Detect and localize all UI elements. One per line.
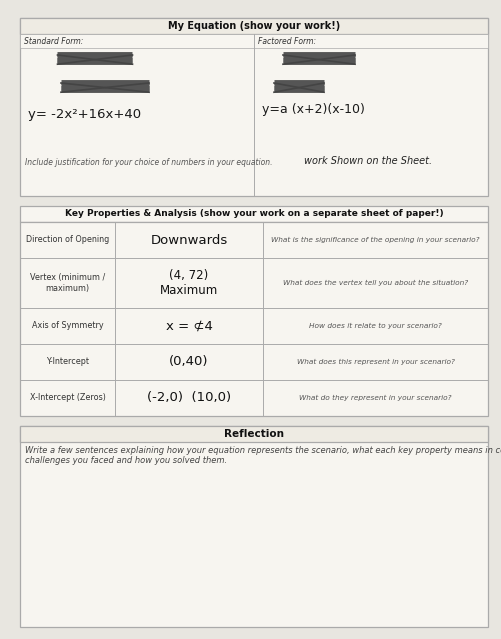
- Text: What does the vertex tell you about the situation?: What does the vertex tell you about the …: [283, 280, 467, 286]
- Text: x = ⊄4: x = ⊄4: [165, 320, 212, 332]
- Bar: [20, 426, 487, 442]
- Text: Direction of Opening: Direction of Opening: [26, 236, 109, 245]
- Text: Axis of Symmetry: Axis of Symmetry: [32, 321, 103, 330]
- Text: Downwards: Downwards: [150, 233, 227, 247]
- Bar: [20, 206, 487, 222]
- Text: Factored Form:: Factored Form:: [258, 36, 316, 45]
- Text: Vertex (minimum /
maximum): Vertex (minimum / maximum): [30, 273, 105, 293]
- Text: (-2,0)  (10,0): (-2,0) (10,0): [147, 392, 230, 404]
- Text: What is the significance of the opening in your scenario?: What is the significance of the opening …: [271, 237, 479, 243]
- Text: (4, 72)
Maximum: (4, 72) Maximum: [159, 269, 218, 297]
- Text: Reflection: Reflection: [223, 429, 284, 439]
- Text: y= -2x²+16x+40: y= -2x²+16x+40: [28, 108, 141, 121]
- Text: My Equation (show your work!): My Equation (show your work!): [167, 21, 340, 31]
- Bar: [20, 18, 487, 34]
- Text: How does it relate to your scenario?: How does it relate to your scenario?: [309, 323, 441, 329]
- Text: Key Properties & Analysis (show your work on a separate sheet of paper!): Key Properties & Analysis (show your wor…: [65, 210, 442, 219]
- Text: X-Intercept (Zeros): X-Intercept (Zeros): [30, 394, 105, 403]
- Text: (0,40): (0,40): [169, 355, 208, 369]
- Bar: [20, 426, 487, 627]
- Text: What do they represent in your scenario?: What do they represent in your scenario?: [299, 395, 451, 401]
- Text: Standard Form:: Standard Form:: [24, 36, 83, 45]
- Bar: [20, 222, 487, 416]
- Text: What does this represent in your scenario?: What does this represent in your scenari…: [296, 359, 453, 365]
- Text: Write a few sentences explaining how your equation represents the scenario, what: Write a few sentences explaining how you…: [25, 446, 501, 465]
- Text: y=a (x+2)(x-10): y=a (x+2)(x-10): [262, 103, 364, 116]
- Text: Include justification for your choice of numbers in your equation.: Include justification for your choice of…: [25, 158, 272, 167]
- Text: Y-Intercept: Y-Intercept: [46, 357, 89, 367]
- Text: work Shown on the Sheet.: work Shown on the Sheet.: [304, 156, 431, 166]
- Bar: [20, 18, 487, 196]
- Bar: [20, 34, 487, 48]
